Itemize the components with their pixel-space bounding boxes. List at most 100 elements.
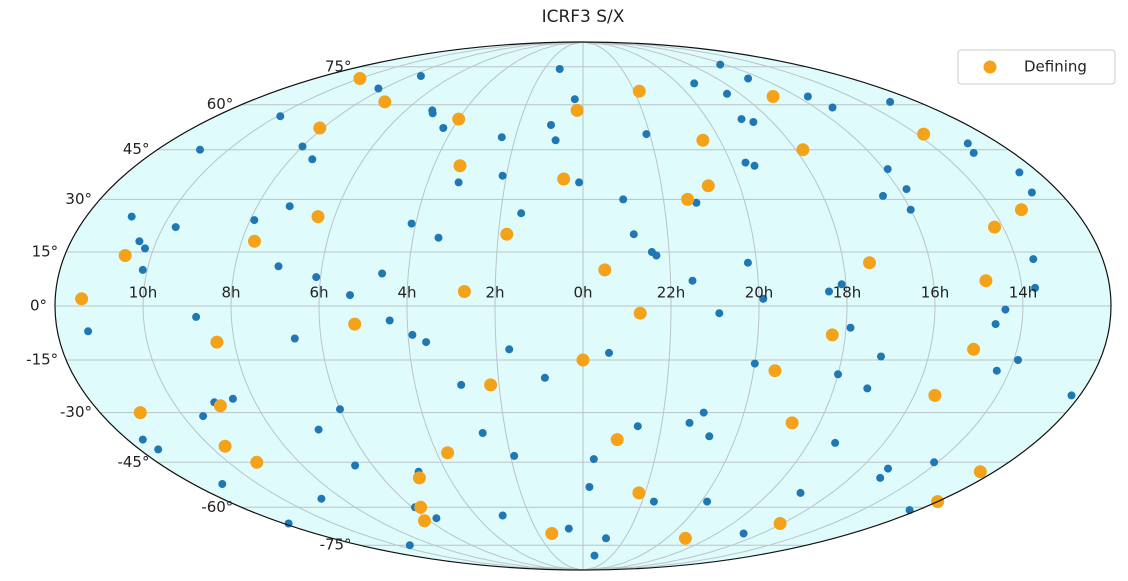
defining-source [210,335,224,349]
source [876,473,885,482]
defining-source [570,103,584,117]
map-outline [54,41,1112,571]
x-tick-label: 16h [921,284,950,302]
source [308,155,317,164]
defining-source [785,416,799,430]
defining-source [457,285,471,298]
defining-source [681,192,695,206]
source [154,445,163,454]
source [378,269,387,278]
source [743,258,752,267]
defining-source [768,364,782,378]
defining-source [773,517,787,530]
defining-source [453,159,467,173]
source [374,84,383,93]
source [555,65,564,73]
defining-source [75,292,89,306]
y-tick-label: 75° [325,57,352,75]
source [688,276,697,285]
x-tick-label: 10h [129,284,158,302]
defining-source [452,112,466,126]
defining-source [973,465,987,479]
defining-source [863,256,876,270]
defining-source [598,263,612,277]
source [250,216,259,225]
y-tick-label: -60° [201,498,233,516]
source [703,497,712,506]
defining-source [632,84,646,98]
defining-source [967,342,981,356]
x-tick-label: 14h [1009,284,1038,302]
source [276,112,285,121]
source [831,438,840,447]
source [685,418,694,427]
source [575,178,584,187]
source [589,455,598,464]
source [605,348,613,357]
source [540,373,549,382]
source [570,95,579,104]
defining-source [825,328,839,342]
source [351,461,360,470]
source [510,451,519,460]
source [803,92,812,101]
source [498,171,507,180]
source [723,89,731,98]
source [407,219,416,228]
defining-source [500,227,514,241]
source [705,432,714,441]
defining-source [796,143,810,157]
y-tick-label: 45° [123,140,150,158]
source [1027,188,1036,197]
source [884,464,892,473]
source [690,79,699,88]
source [434,233,443,242]
defining-source [576,353,590,367]
defining-source [418,514,431,528]
source [825,287,833,296]
defining-source [678,531,692,545]
y-tick-label: 30° [65,190,92,208]
y-tick-label: 15° [32,242,59,260]
source [886,97,895,106]
source [454,178,463,187]
source [883,165,892,174]
defining-source [632,486,646,500]
source [135,237,144,246]
y-tick-label: -30° [60,403,92,421]
y-tick-label: -75° [320,536,352,554]
source [744,74,753,83]
source [796,488,805,497]
source [408,330,417,339]
source [863,384,872,393]
source [992,366,1001,375]
defining-source [213,399,227,413]
source [590,551,599,560]
source [879,191,887,200]
source [192,312,201,321]
defining-source [696,133,710,147]
source [602,534,610,543]
source [551,136,560,145]
source [385,316,394,325]
source [716,60,725,69]
defining-source [701,179,715,193]
defining-source [353,72,367,85]
source [138,265,147,274]
defining-source [414,500,428,514]
source [228,394,237,403]
source [416,72,425,80]
x-tick-label: 2h [485,284,504,302]
x-tick-label: 4h [397,284,416,302]
defining-source [311,210,325,224]
source [585,483,594,491]
source [828,103,837,112]
defining-source [412,471,426,485]
chart-title: ICRF3 S/X [542,7,625,27]
source [846,323,855,332]
source [285,202,294,211]
y-tick-label: -45° [117,453,149,471]
source [314,425,323,434]
source [741,158,750,167]
